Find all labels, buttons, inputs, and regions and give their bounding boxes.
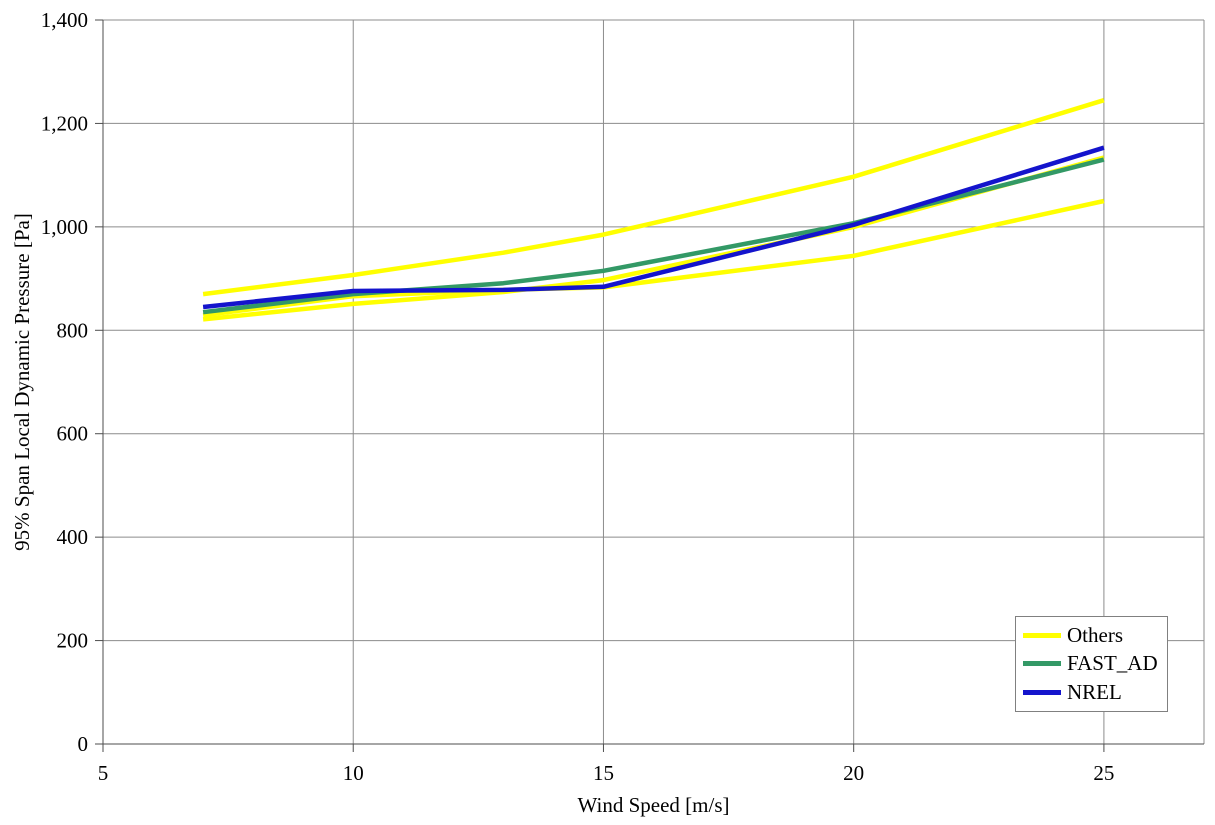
series-lines: [202, 98, 1105, 322]
y-axis-title: 95% Span Local Dynamic Pressure [Pa]: [10, 213, 34, 551]
y-tick-label: 1,000: [41, 215, 88, 239]
series-line-others-upper: [202, 98, 1105, 297]
y-tick-label: 800: [57, 318, 89, 342]
y-tick-label: 200: [57, 629, 89, 653]
gridlines: [103, 19, 1204, 744]
legend-swatch-others: [1023, 632, 1061, 638]
y-tick-label: 1,400: [41, 8, 88, 32]
y-tick-label: 400: [57, 525, 89, 549]
legend: Others FAST_AD NREL: [1015, 616, 1168, 712]
axis-ticks: [95, 19, 1105, 752]
plot-border: [102, 20, 1205, 745]
legend-item-others: Others: [1023, 622, 1167, 647]
x-tick-label: 20: [843, 761, 864, 785]
x-tick-label: 10: [343, 761, 364, 785]
x-tick-label: 25: [1093, 761, 1114, 785]
legend-label-fast-ad: FAST_AD: [1067, 651, 1158, 676]
y-tick-label: 1,200: [41, 111, 88, 135]
series-line-nrel: [202, 145, 1105, 310]
legend-swatch-nrel: [1023, 690, 1061, 696]
legend-item-nrel: NREL: [1023, 682, 1167, 703]
y-tick-label: 600: [57, 422, 89, 446]
x-tick-label: 5: [98, 761, 109, 785]
legend-item-fast-ad: FAST_AD: [1023, 653, 1167, 674]
legend-swatch-fast-ad: [1023, 661, 1061, 667]
series-line-fast_ad: [202, 157, 1105, 315]
legend-label-nrel: NREL: [1067, 680, 1122, 705]
legend-label-others: Others: [1067, 622, 1123, 647]
x-axis-title: Wind Speed [m/s]: [577, 793, 730, 817]
series-line-others-middle: [202, 155, 1105, 322]
tick-labels: 0 200 400 600 800 1,000 1,200 1,400 5 10 15 20 25: [41, 8, 1115, 785]
x-tick-label: 15: [593, 761, 614, 785]
y-tick-label: 0: [78, 732, 89, 756]
